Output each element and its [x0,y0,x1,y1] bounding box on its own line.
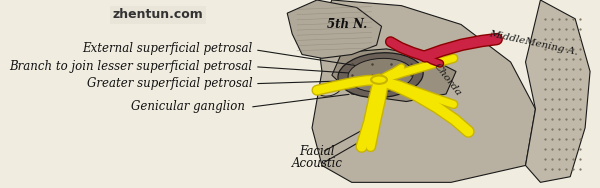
Ellipse shape [338,53,423,98]
Text: 5th N.: 5th N. [326,18,367,31]
Text: Branch to join lesser superficial petrosal: Branch to join lesser superficial petros… [10,60,253,73]
Text: Acoustic: Acoustic [292,157,343,170]
Ellipse shape [319,84,340,96]
Text: Chorda: Chorda [431,62,463,98]
Polygon shape [312,0,535,182]
Text: Greater superficial petrosal: Greater superficial petrosal [87,77,253,90]
Polygon shape [287,0,382,58]
Text: zhentun.com: zhentun.com [112,8,203,21]
Ellipse shape [371,76,387,84]
Text: External superficial petrosal: External superficial petrosal [82,42,253,55]
Text: Genicular ganglion: Genicular ganglion [131,100,245,113]
Polygon shape [526,0,590,182]
Text: MiddleMening A.: MiddleMening A. [488,29,579,57]
Text: Facial: Facial [299,145,335,158]
Ellipse shape [348,58,413,92]
Polygon shape [332,49,456,102]
